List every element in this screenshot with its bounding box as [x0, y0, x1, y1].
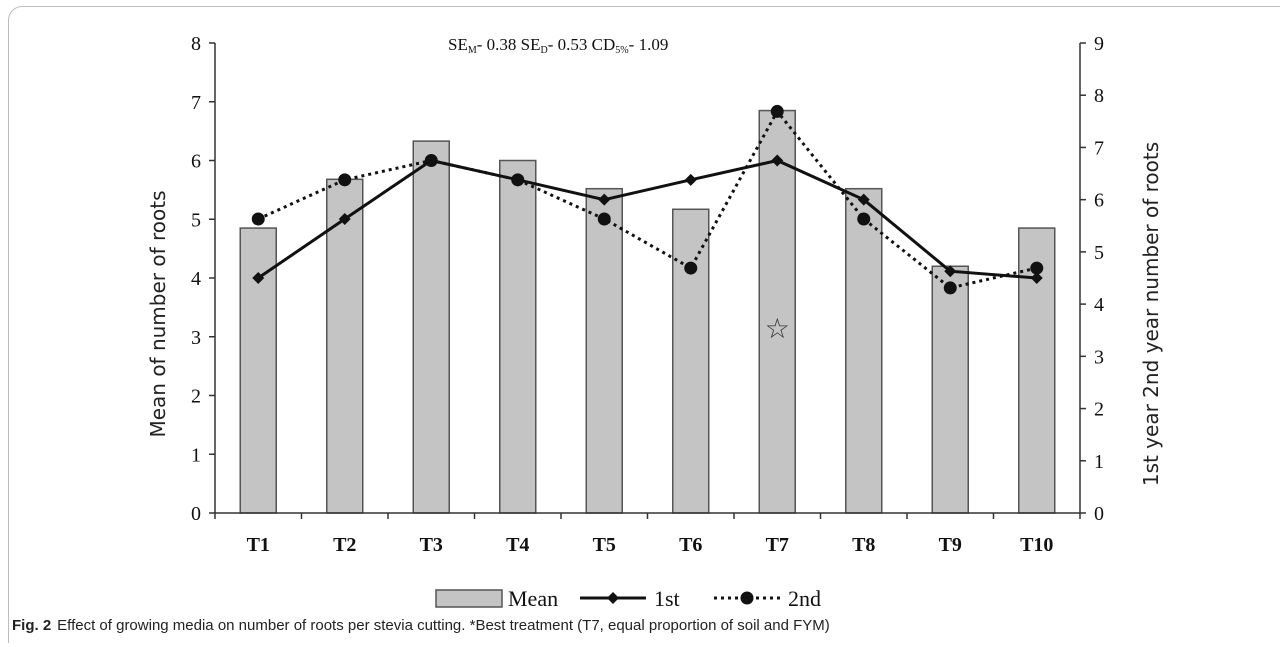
figure-label: Fig. 2 [12, 617, 52, 634]
point-1st-T4 [511, 173, 524, 186]
point-1st-T8 [857, 193, 870, 206]
x-tick-label-T9: T9 [939, 534, 962, 556]
y-tick-label-5: 5 [191, 209, 201, 231]
y-tick-label-7: 7 [191, 92, 201, 114]
y2-tick-label-7: 7 [1094, 137, 1104, 159]
y2-axis-title: 1st year 2nd year number of roots [1139, 142, 1163, 486]
y2-tick-label-4: 4 [1094, 294, 1104, 316]
y2-tick-label-0: 0 [1094, 503, 1104, 525]
point-2nd-T10 [1030, 261, 1044, 275]
bar-T9 [931, 265, 969, 514]
point-2nd-T8 [857, 212, 871, 226]
legend-label-2nd: 2nd [788, 586, 821, 611]
point-1st-T1 [252, 272, 265, 284]
left-axis-ticks: 0 1 2 3 4 5 6 7 8 [191, 33, 215, 525]
legend-marker-2nd [740, 591, 754, 605]
y-tick-label-2: 2 [191, 386, 201, 408]
x-tick-label-T4: T4 [506, 534, 529, 556]
bar-T8 [845, 187, 883, 514]
x-tick-label-T10: T10 [1020, 534, 1053, 556]
y-tick-label-8: 8 [191, 33, 201, 55]
caption-text: Effect of growing media on number of roo… [57, 617, 830, 634]
point-1st-T2 [338, 212, 351, 225]
legend-swatch-mean [435, 589, 503, 608]
y-tick-label-3: 3 [191, 327, 201, 349]
right-axis-ticks: 0 1 2 3 4 5 6 7 8 9 [1080, 33, 1104, 525]
point-2nd-T6 [684, 261, 698, 275]
figure-caption: Fig. 2 Effect of growing media on number … [12, 617, 830, 634]
y-axis-title: Mean of number of roots [146, 190, 170, 437]
legend: Mean 1st 2nd [435, 586, 821, 611]
point-2nd-T2 [338, 173, 352, 187]
legend-label-1st: 1st [654, 586, 680, 611]
y2-tick-label-5: 5 [1094, 242, 1104, 264]
point-2nd-T1 [251, 212, 265, 226]
best-treatment-star: ☆ [765, 312, 790, 345]
bar-T4 [499, 159, 537, 514]
point-1st-T5 [598, 193, 611, 206]
x-tick-label-T6: T6 [679, 534, 702, 556]
point-1st-T7 [771, 154, 784, 167]
bar-T2 [326, 178, 364, 514]
point-1st-T9 [944, 265, 957, 278]
x-axis-ticks: T1 T2 T3 T4 T5 T6 T7 T8 T9 T10 [214, 513, 1081, 556]
point-2nd-T9 [943, 281, 957, 295]
stats-annotation: SEM- 0.38 SED- 0.53 CD5%- 1.09 [448, 35, 668, 56]
y2-tick-label-2: 2 [1094, 399, 1104, 421]
point-1st-T6 [684, 173, 697, 186]
x-tick-label-T3: T3 [420, 534, 443, 556]
figure-frame [8, 6, 1280, 643]
y2-tick-label-6: 6 [1094, 190, 1104, 212]
bar-T5 [585, 187, 623, 514]
x-tick-label-T5: T5 [593, 534, 616, 556]
bar-series-mean [239, 109, 1056, 514]
point-1st-T3 [425, 154, 438, 167]
line-series [251, 104, 1044, 295]
point-1st-T10 [1030, 272, 1043, 284]
legend-marker-1st [607, 592, 619, 604]
y-tick-label-0: 0 [191, 503, 201, 525]
bar-T3 [412, 140, 450, 514]
series-1st-line [257, 158, 1037, 280]
y2-tick-label-9: 9 [1094, 33, 1104, 55]
y2-tick-label-1: 1 [1094, 451, 1104, 473]
x-tick-label-T7: T7 [766, 534, 789, 556]
bar-T6 [672, 208, 710, 514]
y2-tick-label-8: 8 [1094, 85, 1104, 107]
x-tick-label-T2: T2 [333, 534, 356, 556]
x-tick-label-T1: T1 [247, 534, 270, 556]
point-2nd-T5 [597, 212, 611, 226]
y-tick-label-4: 4 [191, 268, 201, 290]
y-tick-label-6: 6 [191, 151, 201, 173]
y2-tick-label-3: 3 [1094, 346, 1104, 368]
y-tick-label-1: 1 [191, 444, 201, 466]
legend-label-mean: Mean [508, 586, 558, 611]
x-tick-label-T8: T8 [852, 534, 875, 556]
point-2nd-T7 [770, 104, 784, 118]
